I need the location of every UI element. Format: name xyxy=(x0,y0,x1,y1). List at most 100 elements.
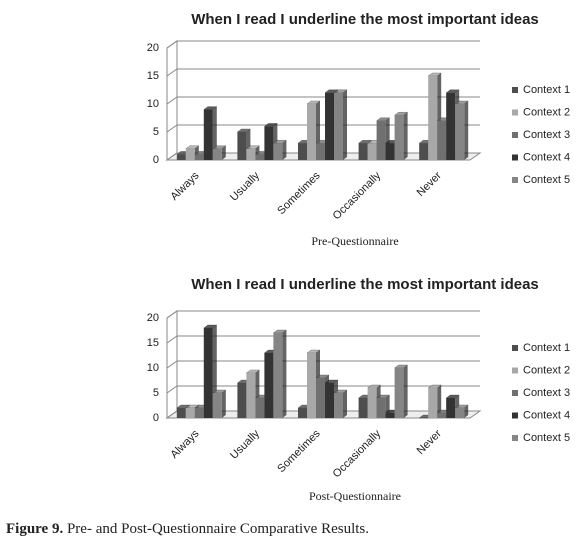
y-tick-label: 20 xyxy=(147,42,159,54)
legend-label: Context 3 xyxy=(523,387,570,399)
bar xyxy=(264,353,274,418)
bar xyxy=(237,383,247,418)
x-tick-label: Occasionally xyxy=(331,169,384,222)
bar xyxy=(455,408,465,418)
bar xyxy=(298,143,307,160)
y-tick-label: 15 xyxy=(147,337,159,349)
bar xyxy=(176,154,186,160)
chart-title: When I read I underline the most importa… xyxy=(191,11,539,28)
bar xyxy=(316,143,325,160)
bar xyxy=(194,408,204,418)
legend-swatch xyxy=(512,132,518,138)
legend-swatch xyxy=(512,345,518,351)
bar xyxy=(334,393,343,418)
bar-side xyxy=(343,390,347,418)
y-tick-label: 10 xyxy=(147,98,159,110)
bar-side xyxy=(403,365,408,418)
y-tick-label: 5 xyxy=(153,126,159,138)
x-tick-label: Sometimes xyxy=(275,427,323,475)
bar xyxy=(255,154,265,160)
x-tick-label: Always xyxy=(168,427,201,460)
bar xyxy=(367,388,377,418)
bar xyxy=(203,109,213,160)
legend-swatch xyxy=(512,390,518,396)
bar-side xyxy=(464,101,469,160)
bar xyxy=(203,328,213,418)
bar xyxy=(385,413,395,418)
bar xyxy=(307,104,316,160)
bar xyxy=(273,333,283,418)
y-tick-label: 10 xyxy=(147,362,159,374)
bar xyxy=(246,148,256,160)
caption-label: Figure 9. xyxy=(6,521,63,537)
bar xyxy=(437,413,447,418)
bar xyxy=(194,154,204,160)
chart-title: When I read I underline the most importa… xyxy=(191,276,539,293)
legend-swatch xyxy=(512,109,518,116)
bar xyxy=(367,143,377,160)
bar xyxy=(358,398,368,418)
bar xyxy=(419,143,429,160)
grid-line xyxy=(166,96,480,105)
bar xyxy=(185,148,195,160)
bar xyxy=(237,132,247,160)
legend-label: Context 1 xyxy=(523,342,570,354)
bar-side xyxy=(282,140,287,160)
bar-side xyxy=(221,145,226,160)
caption-text: Pre- and Post-Questionnaire Comparative … xyxy=(67,521,369,537)
y-tick-label: 0 xyxy=(153,154,159,166)
bar xyxy=(185,408,195,418)
bar xyxy=(455,104,465,160)
bar xyxy=(437,120,447,160)
bar xyxy=(394,368,404,418)
bar xyxy=(325,92,334,160)
legend-label: Context 4 xyxy=(523,151,570,163)
bar xyxy=(428,388,438,418)
x-tick-label: Never xyxy=(415,427,444,456)
legend-label: Context 5 xyxy=(523,432,570,444)
bar xyxy=(334,92,343,160)
x-tick-label: Sometimes xyxy=(275,169,323,217)
bar-side xyxy=(437,385,442,418)
bar-side xyxy=(221,390,226,418)
legend-label: Context 2 xyxy=(523,364,570,376)
legend-label: Context 3 xyxy=(523,129,570,141)
bar xyxy=(246,373,256,418)
bar xyxy=(376,398,386,418)
bar xyxy=(446,92,456,160)
bar xyxy=(358,143,368,160)
bar-side xyxy=(343,89,347,160)
legend-swatch xyxy=(512,435,518,441)
y-tick-label: 5 xyxy=(153,387,159,399)
legend-swatch xyxy=(512,412,518,419)
bar-side xyxy=(464,405,469,418)
x-tick-label: Always xyxy=(168,169,201,202)
grid-line xyxy=(166,40,480,49)
x-tick-label: Never xyxy=(415,169,444,198)
bar-side xyxy=(282,330,287,418)
bar xyxy=(176,408,186,418)
grid-line xyxy=(166,68,480,77)
legend-swatch xyxy=(512,154,518,161)
caption: Figure 9. Pre- and Post-Questionnaire Co… xyxy=(6,521,369,537)
bar xyxy=(212,393,222,418)
x-tick-label: Usually xyxy=(228,427,262,461)
y-tick-label: 0 xyxy=(153,412,159,424)
grid-line xyxy=(166,310,480,319)
bar xyxy=(316,378,325,418)
bar xyxy=(307,353,316,418)
bar-side xyxy=(403,112,408,160)
legend-label: Context 2 xyxy=(523,106,570,118)
y-tick-label: 20 xyxy=(147,312,159,324)
bar xyxy=(428,76,438,160)
bar xyxy=(255,398,265,418)
y-tick-label: 15 xyxy=(147,70,159,82)
bar xyxy=(394,115,404,160)
x-tick-label: Usually xyxy=(228,169,262,203)
bar xyxy=(264,126,274,160)
x-axis-label: Post-Questionnaire xyxy=(309,489,401,503)
grid-line xyxy=(166,360,480,369)
legend-label: Context 5 xyxy=(523,174,570,186)
legend-label: Context 1 xyxy=(523,84,570,96)
